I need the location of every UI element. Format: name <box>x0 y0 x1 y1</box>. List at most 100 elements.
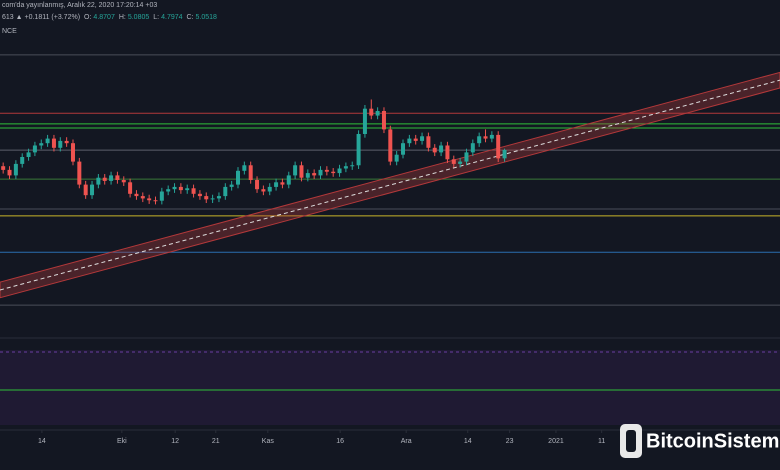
candle-body <box>45 138 50 144</box>
x-tick-label: 12 <box>171 438 179 445</box>
candle-body <box>369 108 374 116</box>
candle-body <box>458 161 463 164</box>
ohlc-value: 4.7974 <box>161 14 183 21</box>
candle-body <box>20 156 25 164</box>
ohlc-header: 613 ▲ +0.1811 (+3.72%) O: 4.8707 H: 5.0805 L:… <box>2 14 217 21</box>
candle-body <box>470 143 475 153</box>
candle-body <box>223 186 228 197</box>
rsi-pane <box>0 350 780 425</box>
candle-body <box>197 193 202 197</box>
x-tick-label: Kas <box>262 438 275 445</box>
candle-body <box>147 198 152 201</box>
candle-body <box>121 180 126 183</box>
candle-body <box>331 171 336 174</box>
candle-body <box>407 138 412 144</box>
candle-body <box>324 169 329 172</box>
candle-body <box>229 184 234 187</box>
trend-channel <box>0 71 780 299</box>
candle-body <box>426 136 431 148</box>
candle-body <box>166 189 171 192</box>
header-line: com'da yayınlanmış, Aralık 22, 2020 17:2… <box>2 2 157 9</box>
ohlc-value: 5.0805 <box>128 14 150 21</box>
x-tick-label: Ara <box>401 438 412 445</box>
candle-body <box>489 134 494 139</box>
candle-body <box>248 165 253 180</box>
candle-body <box>235 170 240 185</box>
candle-body <box>1 166 6 170</box>
candle-body <box>312 173 317 176</box>
trend-line <box>0 79 780 291</box>
ohlc-value: 5.0518 <box>196 14 218 21</box>
candle-body <box>109 175 114 181</box>
candle-body <box>388 129 393 162</box>
candle-body <box>210 198 215 200</box>
candle-body <box>153 200 158 202</box>
candle-body <box>420 136 425 141</box>
candle-body <box>274 182 279 187</box>
candle-body <box>445 145 450 160</box>
candle-body <box>32 145 37 153</box>
candle-body <box>413 138 418 141</box>
candle-body <box>115 175 120 180</box>
candle-body <box>293 165 298 176</box>
candle-body <box>185 188 190 191</box>
candle-body <box>394 154 399 162</box>
candle-body <box>318 169 323 176</box>
candle-body <box>77 161 82 185</box>
candle-body <box>39 143 44 146</box>
candle-body <box>216 196 221 199</box>
candle-body <box>496 134 501 159</box>
candle-body <box>261 189 266 192</box>
candle-body <box>483 136 488 139</box>
candle-body <box>280 182 285 185</box>
candle-body <box>267 186 272 192</box>
candle-body <box>299 165 304 178</box>
candle-body <box>13 163 18 176</box>
candle-body <box>102 177 107 181</box>
candle-body <box>58 140 63 148</box>
logo <box>620 424 642 458</box>
ohlc-label: 613 ▲ +0.1811 (+3.72%) <box>2 14 80 21</box>
candle-body <box>305 173 310 178</box>
candle-body <box>337 168 342 174</box>
x-tick-label: 14 <box>464 438 472 445</box>
candle-body <box>90 184 95 196</box>
candle-body <box>178 186 183 191</box>
candle-body <box>502 150 507 159</box>
candle-body <box>128 182 133 194</box>
candle-body <box>350 165 355 167</box>
candle-body <box>64 140 69 144</box>
logo-icon-cut <box>626 430 636 452</box>
candle-body <box>204 196 209 200</box>
candle-body <box>362 108 367 134</box>
candle-body <box>26 152 31 157</box>
pane-label: NCE <box>2 28 17 35</box>
ohlc-label: O: <box>84 14 91 21</box>
x-tick-label: 21 <box>212 438 220 445</box>
ohlc-label: L: <box>153 14 159 21</box>
candle-body <box>134 193 139 197</box>
candle-body <box>83 184 88 196</box>
candle-body <box>375 110 380 116</box>
ohlc-label: H: <box>119 14 126 21</box>
candle-body <box>96 177 101 185</box>
candle-body <box>255 180 260 190</box>
ohlc-label: C: <box>187 14 194 21</box>
candle-body <box>464 152 469 162</box>
candle-body <box>477 136 482 144</box>
candle-body <box>356 133 361 166</box>
candle-body <box>381 110 386 130</box>
x-tick-label: 11 <box>598 438 605 445</box>
ohlc-text: 613 ▲ +0.1811 (+3.72%) O: 4.8707 H: 5.0805 L:… <box>2 14 217 21</box>
candle-body <box>159 191 164 201</box>
candle-body <box>191 188 196 194</box>
candle-body <box>432 147 437 153</box>
x-tick-label: Eki <box>117 438 127 445</box>
watermark: BitcoinSistemi <box>646 430 780 452</box>
candle-body <box>401 143 406 155</box>
candle-body <box>439 145 444 153</box>
candle-body <box>286 175 291 185</box>
candle-body <box>140 196 145 199</box>
candle-body <box>70 143 75 162</box>
